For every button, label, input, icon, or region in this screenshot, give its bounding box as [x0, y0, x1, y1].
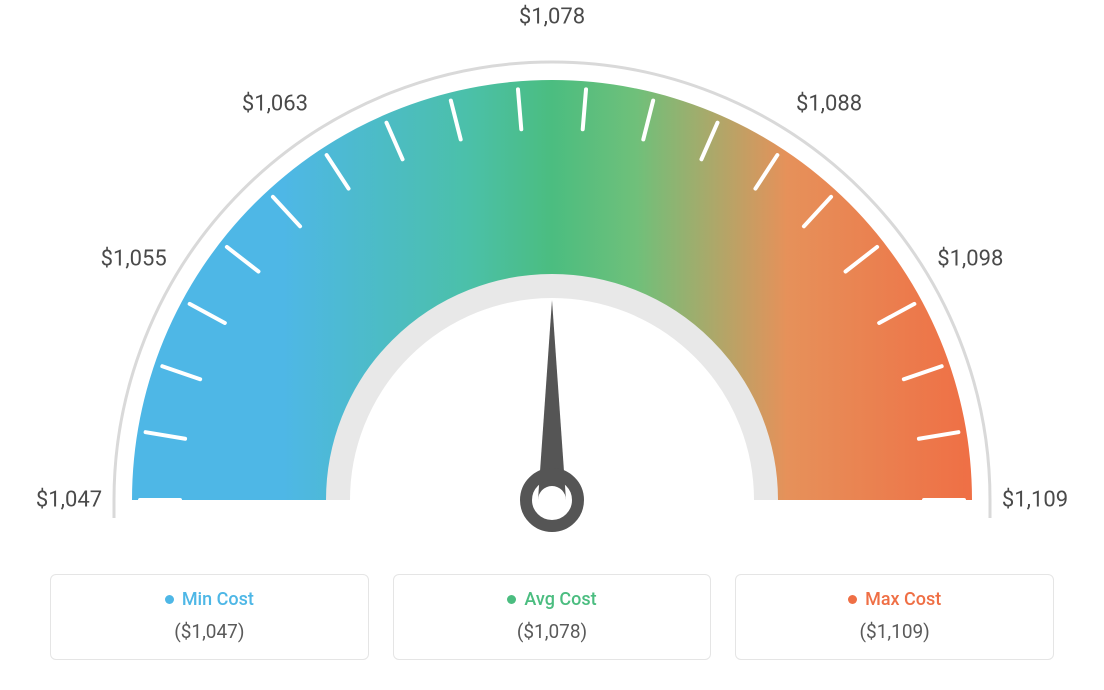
gauge-tick-label: $1,109 [1002, 488, 1068, 513]
legend-value-avg: ($1,078) [517, 620, 587, 643]
cost-gauge-chart: $1,047 $1,055 $1,063 $1,078 $1,088 $1,098 $1,1… [0, 0, 1104, 560]
dot-min [165, 595, 174, 604]
dot-avg [507, 595, 516, 604]
gauge-svg [0, 0, 1104, 560]
gauge-tick-label: $1,098 [937, 246, 1003, 271]
legend-label-max: Max Cost [865, 589, 941, 610]
legend-card-avg: Avg Cost ($1,078) [393, 574, 712, 660]
gauge-tick-label: $1,088 [796, 92, 862, 117]
gauge-tick-label: $1,047 [36, 488, 102, 513]
legend-value-max: ($1,109) [860, 620, 930, 643]
gauge-tick-label: $1,078 [519, 5, 585, 30]
legend-row: Min Cost ($1,047) Avg Cost ($1,078) Max … [50, 574, 1054, 660]
dot-max [848, 595, 857, 604]
legend-label-avg: Avg Cost [524, 589, 596, 610]
gauge-tick-label: $1,055 [101, 246, 167, 271]
gauge-tick-label: $1,063 [242, 92, 308, 117]
legend-label-min: Min Cost [182, 589, 254, 610]
legend-value-min: ($1,047) [174, 620, 244, 643]
legend-card-max: Max Cost ($1,109) [735, 574, 1054, 660]
legend-card-min: Min Cost ($1,047) [50, 574, 369, 660]
